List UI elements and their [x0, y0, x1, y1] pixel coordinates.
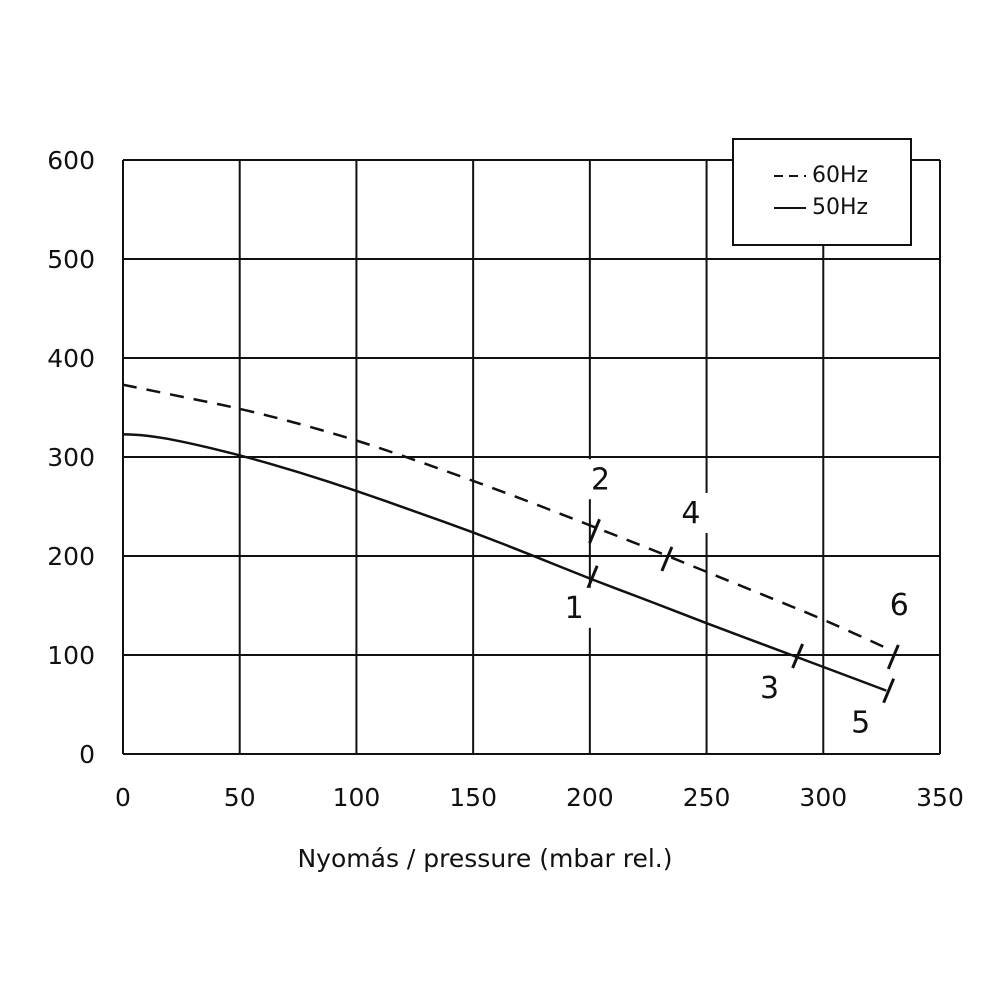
x-tick-label: 100 — [333, 783, 381, 812]
legend-box — [732, 138, 912, 246]
series-line-50Hz — [122, 432, 887, 692]
x-tick-label: 0 — [115, 783, 131, 812]
y-tick-label: 100 — [47, 641, 95, 670]
x-axis-label: Nyomás / pressure (mbar rel.) — [297, 844, 672, 873]
marker-label-1: 1 — [565, 591, 584, 626]
legend-label-60Hz: 60Hz — [812, 163, 868, 188]
marker-tick-4 — [660, 546, 674, 572]
y-tick-label: 400 — [47, 344, 95, 373]
operating-point-markers: 1 2 3 4 5 6 — [554, 459, 920, 743]
series-line-60Hz — [122, 383, 890, 651]
series-lines — [122, 383, 890, 692]
x-tick-label: 50 — [224, 783, 256, 812]
y-tick-label: 200 — [47, 542, 95, 571]
y-tick-labels: 0 100 200 300 400 500 600 — [47, 146, 95, 769]
marker-tick-3 — [791, 643, 804, 669]
marker-label-5: 5 — [851, 706, 870, 741]
marker-tick-6 — [886, 644, 900, 670]
y-tick-label: 600 — [47, 146, 95, 175]
legend-label-50Hz: 50Hz — [812, 195, 868, 220]
legend: 60Hz 50Hz — [732, 138, 912, 246]
x-tick-label: 250 — [683, 783, 731, 812]
marker-label-4: 4 — [681, 496, 700, 531]
marker-label-6: 6 — [890, 588, 909, 623]
y-tick-label: 0 — [79, 740, 95, 769]
marker-label-bg — [879, 584, 920, 625]
marker-label-bg — [580, 459, 621, 500]
x-tick-label: 300 — [799, 783, 847, 812]
marker-tick-1 — [585, 565, 599, 591]
marker-label-bg — [670, 492, 711, 533]
y-tick-label: 500 — [47, 245, 95, 274]
y-tick-label: 300 — [47, 443, 95, 472]
x-tick-label: 150 — [449, 783, 497, 812]
marker-label-3: 3 — [760, 671, 779, 706]
marker-label-bg — [749, 667, 790, 708]
marker-tick-2 — [588, 518, 601, 544]
marker-label-2: 2 — [591, 462, 610, 497]
marker-tick-5 — [882, 678, 896, 704]
marker-label-bg — [840, 702, 881, 743]
x-tick-label: 350 — [916, 783, 964, 812]
x-tick-labels: 0 50 100 150 200 250 300 350 — [115, 783, 964, 812]
x-tick-label: 200 — [566, 783, 614, 812]
marker-label-bg — [554, 587, 595, 628]
